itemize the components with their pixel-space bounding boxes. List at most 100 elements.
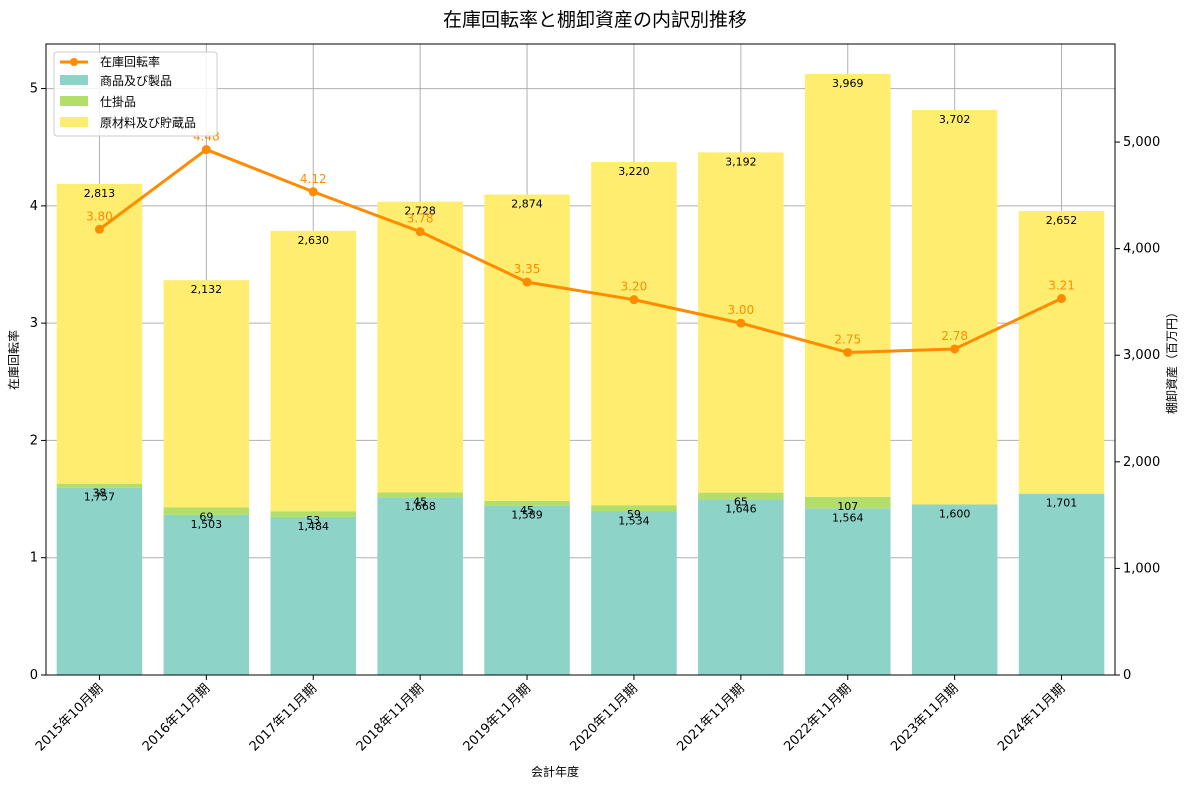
bar-segment-2 [270, 230, 357, 512]
y-left-tick-label: 0 [30, 668, 38, 683]
bar-value-label: 3,192 [725, 155, 757, 168]
turnover-line [98, 148, 1063, 354]
bar-segment-0 [377, 497, 463, 675]
bar-segment-2 [56, 183, 143, 484]
x-axis-label: 会計年度 [531, 764, 579, 779]
bar-segment-0 [56, 487, 143, 675]
bar-value-label: 45 [520, 504, 534, 517]
legend: 在庫回転率 商品及び製品 仕掛品 原材料及び貯蔵品 [53, 51, 218, 137]
y-left-tick-label: 2 [30, 433, 38, 448]
turnover-point [736, 318, 746, 328]
bar-value-label: 1,589 [511, 509, 543, 522]
bar-value-label: 53 [306, 514, 320, 527]
bar-value-label: 1,484 [298, 520, 330, 533]
turnover-point [94, 224, 104, 234]
bar-segment-1 [484, 500, 570, 506]
bar-segment-2 [163, 280, 250, 508]
bar-segment-0 [804, 508, 891, 675]
bar-segment-0 [591, 511, 677, 675]
bar-value-label: 2,813 [84, 187, 116, 200]
bar-value-label: 1,503 [191, 518, 223, 531]
y-right-tick-label: 0 [1123, 668, 1131, 683]
bar-segment-0 [484, 505, 570, 675]
bar-value-label: 3,220 [618, 165, 650, 178]
legend-swatch-materials [60, 117, 88, 127]
bar-segment-1 [591, 505, 677, 512]
turnover-point [522, 277, 532, 287]
bar-segment-0 [163, 514, 250, 675]
bar-value-label: 1,757 [84, 491, 116, 504]
bar-value-label: 107 [837, 500, 858, 513]
legend-line-marker [70, 58, 78, 66]
turnover-point [629, 295, 639, 305]
line-layer: 3.804.484.123.783.353.203.002.75 2.783.21 [86, 130, 1075, 357]
y-right-tick-label: 4,000 [1123, 242, 1160, 257]
y-left-tick-label: 1 [30, 551, 38, 566]
bar-segment-2 [1018, 211, 1105, 494]
bar-segment-1 [270, 511, 357, 517]
bar-value-label: 1,534 [618, 514, 650, 527]
bar-segment-1 [163, 507, 250, 515]
turnover-point [415, 227, 425, 237]
legend-label-wip: 仕掛品 [100, 94, 136, 109]
bar-value-label: 1,701 [1046, 497, 1078, 510]
legend-label-materials: 原材料及び貯蔵品 [100, 116, 196, 130]
legend-box [53, 51, 218, 137]
bars-layer [56, 73, 1105, 675]
bar-value-label: 1,668 [404, 500, 436, 513]
y-left-tick-label: 4 [30, 199, 38, 214]
bar-value-label: 1,646 [725, 503, 757, 516]
bar-value-label: 2,728 [404, 205, 436, 218]
bar-value-label: 3,969 [832, 77, 864, 90]
y-left-tick-label: 5 [30, 82, 38, 97]
turnover-point [950, 344, 960, 354]
bar-labels-layer: 1,757 1,503 1,484 1,668 1,589 1,534 1,646 1,564… [84, 77, 1078, 533]
bar-segment-0 [1018, 493, 1105, 675]
bar-segment-0 [698, 499, 784, 675]
bar-segment-2 [591, 161, 677, 506]
bar-segment-2 [484, 194, 570, 501]
turnover-value-label: 2.75 [834, 332, 861, 346]
turnover-value-label: 3.00 [727, 303, 754, 317]
bar-segment-1 [804, 496, 891, 509]
bar-value-label: 2,652 [1046, 214, 1078, 227]
turnover-value-label: 3.78 [407, 212, 434, 226]
bar-value-label: 38 [92, 487, 106, 500]
plot-frame [45, 43, 1116, 676]
legend-label-turnover: 在庫回転率 [100, 54, 160, 69]
bar-segment-1 [56, 483, 143, 488]
turnover-value-label: 3.21 [1048, 279, 1075, 293]
legend-swatch-products [60, 75, 88, 85]
turnover-point [308, 187, 318, 197]
bar-segment-2 [911, 109, 998, 505]
bar-segment-2 [804, 73, 891, 497]
bar-segment-0 [911, 504, 998, 675]
y-right-tick-label: 2,000 [1123, 455, 1160, 470]
y-axis-right-label: 棚卸資産（百万円） [1164, 306, 1179, 414]
bar-segment-0 [270, 516, 357, 675]
bar-value-label: 2,874 [511, 198, 543, 211]
turnover-point [843, 347, 853, 357]
y-axis-left-label: 在庫回転率 [6, 330, 21, 390]
turnover-value-label: 2.78 [941, 329, 968, 343]
bar-segment-2 [377, 201, 463, 493]
bar-value-label: 1,564 [832, 511, 864, 524]
turnover-point [1057, 294, 1067, 304]
bar-value-label: 2,630 [298, 234, 330, 247]
bar-segment-1 [377, 492, 463, 498]
y-left-tick-label: 3 [30, 316, 38, 331]
bar-value-label: 65 [734, 496, 748, 509]
turnover-value-label: 4.12 [300, 172, 327, 186]
bar-value-label: 45 [413, 495, 427, 508]
bar-value-label: 69 [199, 510, 213, 523]
bar-value-label: 3,702 [939, 113, 971, 126]
bar-value-label: 59 [627, 508, 641, 521]
y-right-tick-label: 3,000 [1123, 348, 1160, 363]
bar-value-label: 1,600 [939, 507, 971, 520]
y-right-tick-label: 1,000 [1123, 561, 1160, 576]
turnover-value-label: 3.80 [86, 209, 113, 223]
legend-label-products: 商品及び製品 [100, 73, 172, 88]
turnover-point [201, 145, 211, 155]
